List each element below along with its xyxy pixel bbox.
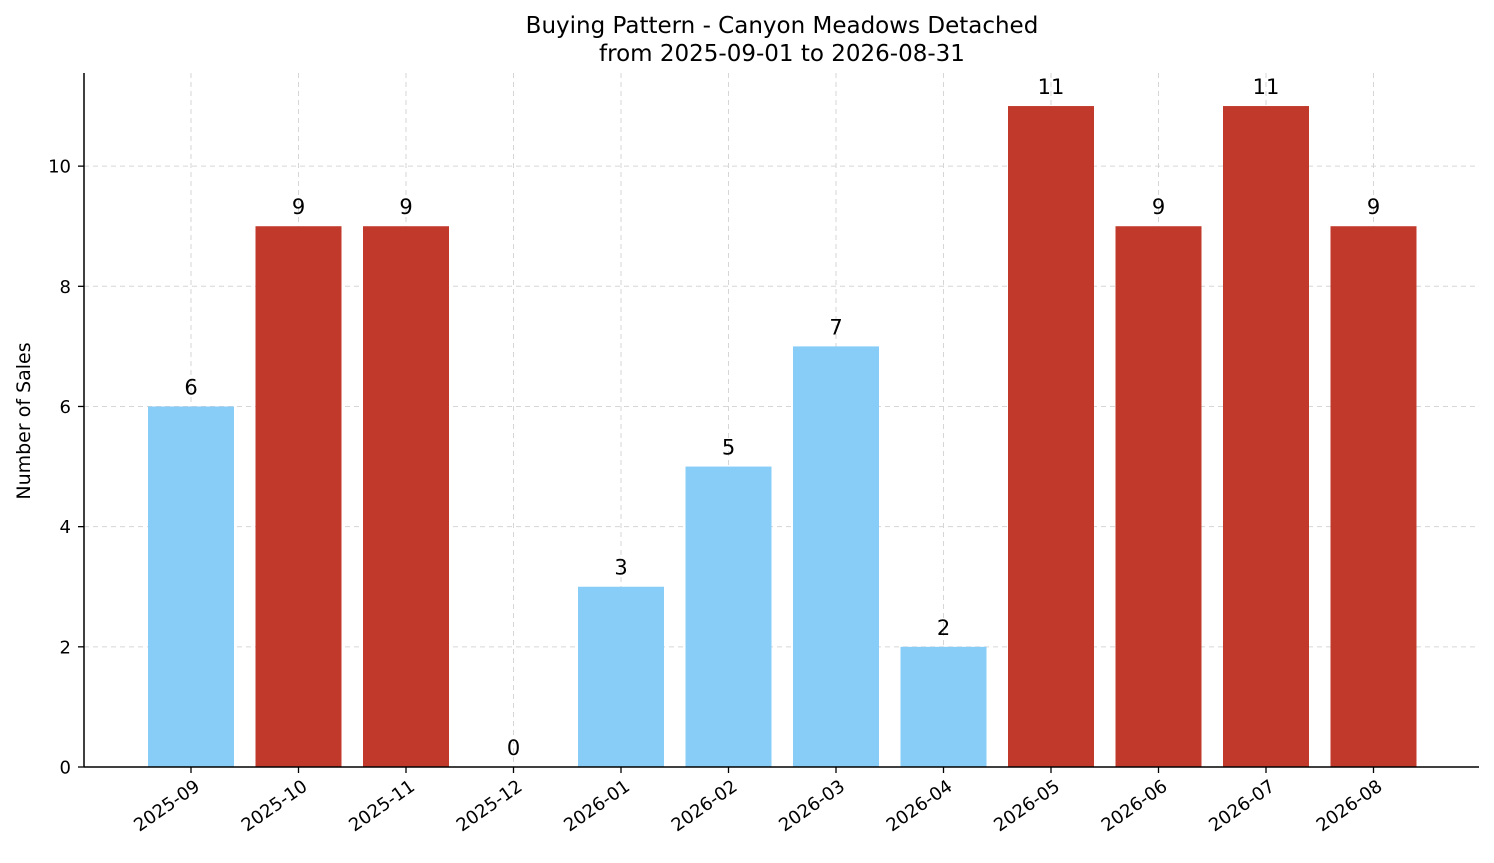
x-tick-label: 2026-06 xyxy=(1098,776,1172,836)
y-tick-label: 10 xyxy=(48,157,71,178)
axis-layer xyxy=(83,73,1479,768)
y-tick-label: 2 xyxy=(60,637,71,658)
bar-2026-07 xyxy=(1223,106,1309,768)
bar-value-label: 3 xyxy=(614,556,627,580)
x-tick-label: 2025-09 xyxy=(130,776,204,836)
x-tick-label: 2025-11 xyxy=(345,776,419,836)
bar-value-label: 9 xyxy=(399,195,412,219)
chart-subtitle: from 2025-09-01 to 2026-08-31 xyxy=(599,41,965,67)
x-tick-label: 2026-01 xyxy=(560,776,634,836)
y-tick-label: 6 xyxy=(60,397,71,418)
bar-value-label: 9 xyxy=(292,195,305,219)
data-label-layer: 6 9 9 0 3 5 7 2 11 9 11 9 xyxy=(184,75,1380,760)
bar-value-label: 11 xyxy=(1038,75,1065,99)
x-tick-label: 2026-08 xyxy=(1313,776,1387,836)
bar-2026-01 xyxy=(578,586,664,767)
bar-2026-08 xyxy=(1330,226,1417,768)
chart-title: Buying Pattern - Canyon Meadows Detached xyxy=(526,13,1039,39)
bar-2026-05 xyxy=(1008,106,1094,768)
bar-value-label: 9 xyxy=(1152,195,1165,219)
bar-2026-06 xyxy=(1115,226,1202,768)
bar-2026-03 xyxy=(793,346,879,767)
y-tick-label: 8 xyxy=(60,277,71,298)
bar-2025-11 xyxy=(363,226,449,768)
bar-layer xyxy=(148,106,1417,768)
x-tick-label: 2026-05 xyxy=(990,776,1064,836)
y-tick-label: 4 xyxy=(60,517,71,538)
bar-value-label: 9 xyxy=(1367,195,1380,219)
bar-2025-09 xyxy=(148,406,234,767)
bar-2026-02 xyxy=(685,466,772,767)
x-tick-label: 2026-03 xyxy=(775,776,849,836)
x-tick-label: 2025-12 xyxy=(453,776,527,836)
y-axis-label: Number of Sales xyxy=(13,342,35,499)
bar-value-label: 2 xyxy=(937,616,950,640)
x-tick-label: 2025-10 xyxy=(238,776,312,836)
x-tick-label: 2026-02 xyxy=(668,776,742,836)
bar-value-label: 5 xyxy=(722,436,735,460)
bar-value-label: 6 xyxy=(184,375,197,399)
y-tick-label: 0 xyxy=(60,758,71,779)
bar-2025-10 xyxy=(255,226,342,768)
bar-value-label: 7 xyxy=(829,315,842,339)
bar-2026-04 xyxy=(900,646,987,767)
bar-value-label: 11 xyxy=(1253,75,1280,99)
x-tick-label: 2026-04 xyxy=(883,776,957,836)
bar-value-label: 0 xyxy=(507,736,520,760)
x-tick-label: 2026-07 xyxy=(1205,776,1279,836)
